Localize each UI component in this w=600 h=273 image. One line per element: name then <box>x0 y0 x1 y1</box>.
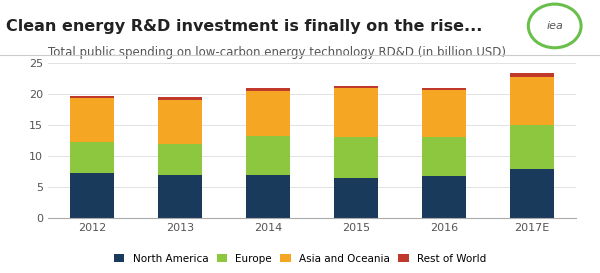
Bar <box>510 125 554 169</box>
Legend: North America, Europe, Asia and Oceania, Rest of World: North America, Europe, Asia and Oceania,… <box>110 250 490 268</box>
Bar <box>510 169 554 218</box>
Bar <box>334 88 378 137</box>
Bar <box>422 88 466 90</box>
Bar <box>422 137 466 176</box>
Bar <box>70 96 114 98</box>
Bar <box>334 87 378 88</box>
Bar <box>334 137 378 178</box>
Text: Clean energy R&D investment is finally on the rise...: Clean energy R&D investment is finally o… <box>6 19 482 34</box>
Bar <box>158 144 202 176</box>
Bar <box>158 97 202 100</box>
Bar <box>422 176 466 218</box>
Bar <box>334 178 378 218</box>
Bar <box>246 176 290 218</box>
Text: Total public spending on low-carbon energy technology RD&D (in billion USD): Total public spending on low-carbon ener… <box>48 46 506 59</box>
Bar <box>70 142 114 173</box>
Bar <box>246 91 290 136</box>
Bar <box>510 73 554 77</box>
Bar <box>70 98 114 142</box>
Bar <box>158 176 202 218</box>
Text: iea: iea <box>546 21 563 31</box>
Bar <box>70 173 114 218</box>
Bar <box>510 77 554 125</box>
Bar <box>246 136 290 176</box>
Bar <box>246 88 290 91</box>
Bar <box>158 100 202 144</box>
Bar <box>422 90 466 137</box>
